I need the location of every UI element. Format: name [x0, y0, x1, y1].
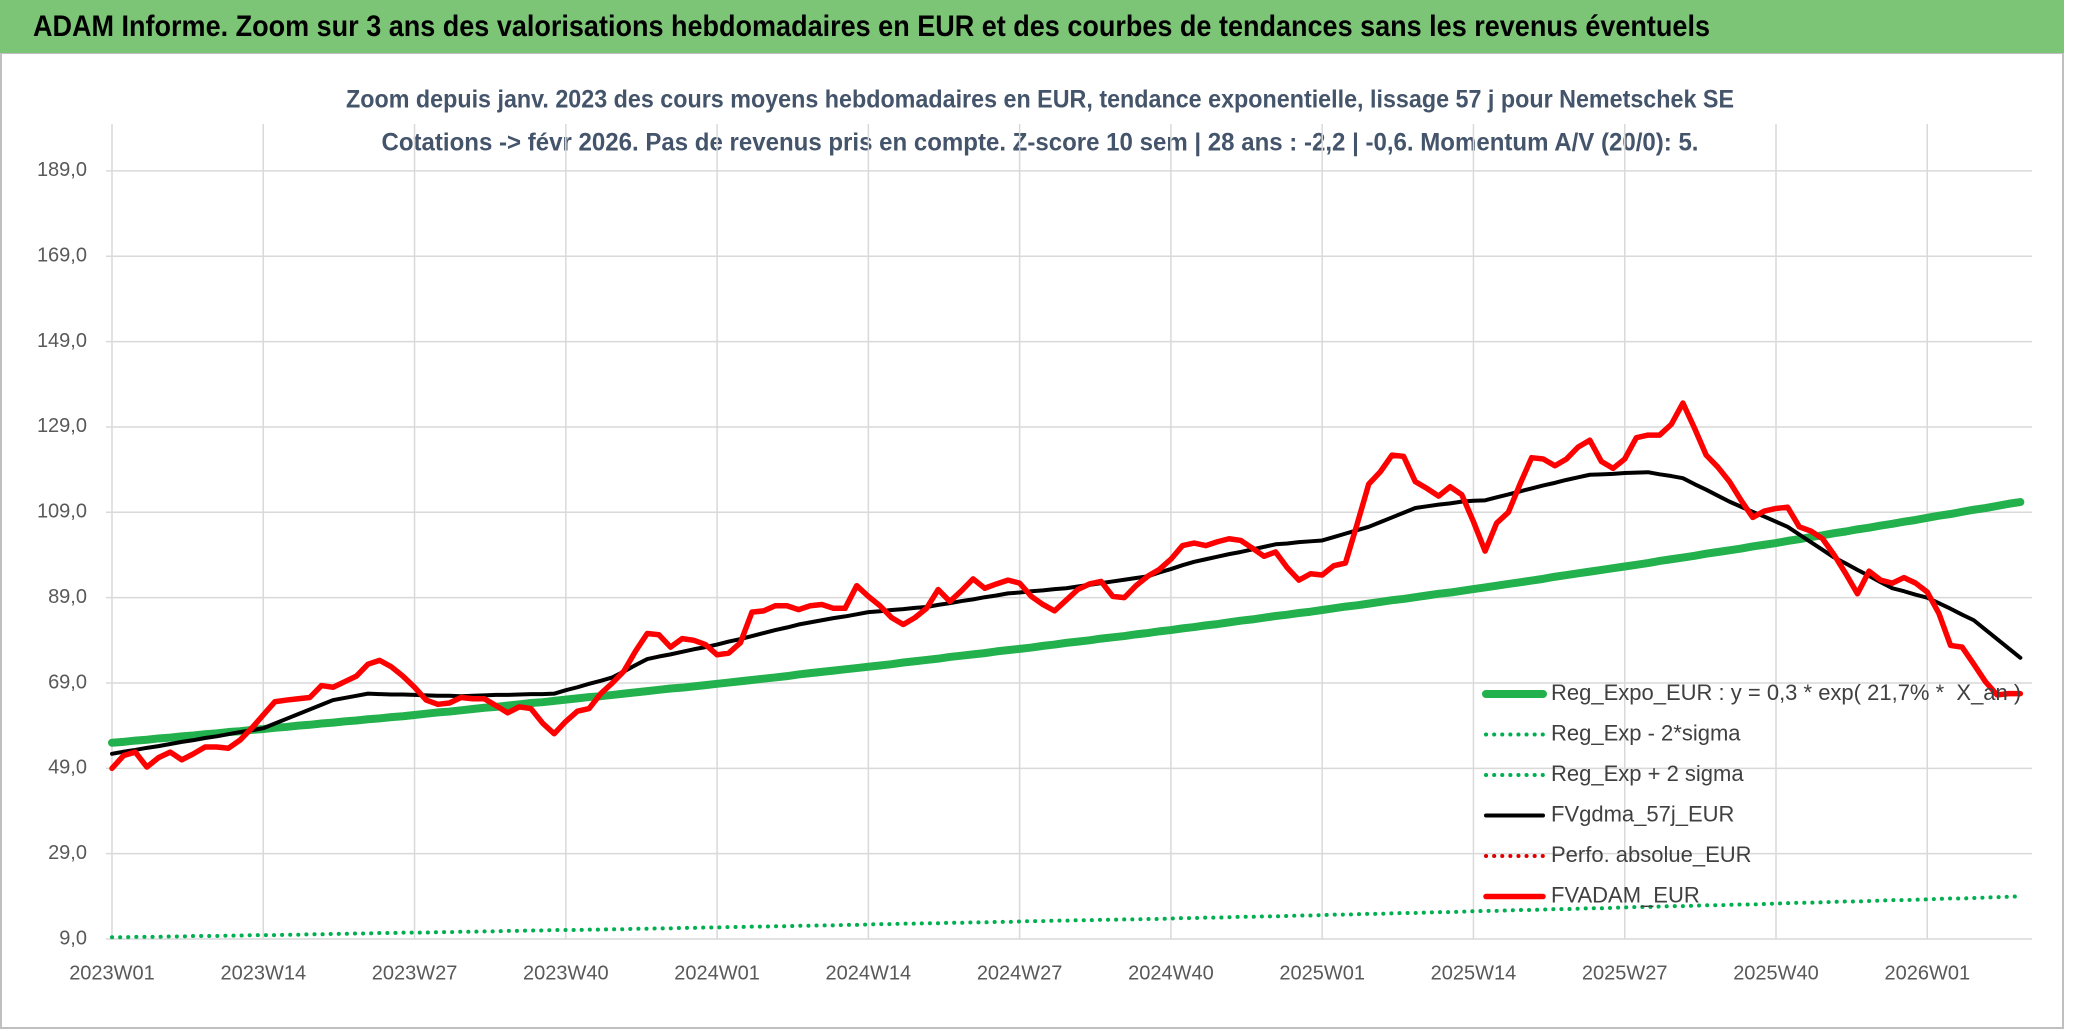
- legend-label: FVADAM_EUR: [1551, 882, 1700, 907]
- x-tick-label: 2023W14: [220, 962, 306, 984]
- x-tick-label: 2024W40: [1128, 962, 1214, 984]
- legend: Reg_Expo_EUR : y = 0,3 * exp( 21,7% * X_…: [1482, 680, 2021, 907]
- x-tick-label: 2025W40: [1733, 962, 1819, 984]
- chart-subtitle: Cotations -> févr 2026. Pas de revenus p…: [382, 129, 1699, 157]
- legend-label: FVgdma_57j_EUR: [1551, 801, 1734, 826]
- chart-subtitle: Zoom depuis janv. 2023 des cours moyens …: [346, 86, 1734, 114]
- y-tick-label: 9,0: [59, 927, 87, 949]
- y-tick-label: 169,0: [37, 245, 87, 267]
- legend-label: Reg_Exp + 2 sigma: [1551, 761, 1744, 786]
- y-tick-label: 29,0: [48, 842, 87, 864]
- y-tick-label: 49,0: [48, 757, 87, 779]
- x-tick-label: 2026W01: [1884, 962, 1970, 984]
- x-tick-label: 2025W01: [1279, 962, 1365, 984]
- chart-title: ADAM Informe. Zoom sur 3 ans des valoris…: [33, 10, 1710, 43]
- x-tick-label: 2023W40: [523, 962, 609, 984]
- plot-area: [108, 400, 2025, 940]
- y-tick-label: 89,0: [48, 586, 87, 608]
- legend-label: Reg_Expo_EUR : y = 0,3 * exp( 21,7% * X_…: [1551, 680, 2021, 705]
- y-tick-label: 189,0: [37, 159, 87, 181]
- legend-label: Reg_Exp - 2*sigma: [1551, 720, 1741, 745]
- series-line: [110, 894, 2023, 940]
- x-tick-label: 2025W27: [1582, 962, 1668, 984]
- y-tick-label: 149,0: [37, 330, 87, 352]
- grid: 9,0 29,0 49,0 69,0 89,0 109,0 129,0 149,0 169,0 1…: [37, 124, 2032, 984]
- y-tick-label: 69,0: [48, 671, 87, 693]
- header-bar: [0, 0, 2064, 53]
- series-line: [108, 498, 2025, 747]
- y-tick-label: 109,0: [37, 501, 87, 523]
- x-tick-label: 2025W14: [1431, 962, 1517, 984]
- x-tick-label: 2024W14: [826, 962, 912, 984]
- series-line: [109, 400, 2024, 772]
- series-line: [110, 470, 2023, 756]
- x-tick-label: 2023W27: [372, 962, 458, 984]
- x-tick-label: 2024W27: [977, 962, 1063, 984]
- y-tick-label: 129,0: [37, 415, 87, 437]
- x-tick-label: 2024W01: [674, 962, 760, 984]
- x-tick-label: 2023W01: [69, 962, 155, 984]
- legend-label: Perfo. absolue_EUR: [1551, 842, 1752, 867]
